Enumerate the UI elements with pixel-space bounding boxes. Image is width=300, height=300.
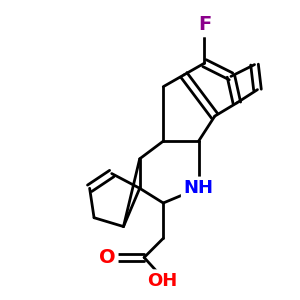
Text: O: O [99, 248, 116, 267]
Text: OH: OH [147, 272, 177, 290]
Text: NH: NH [184, 179, 214, 197]
Text: F: F [198, 15, 211, 34]
